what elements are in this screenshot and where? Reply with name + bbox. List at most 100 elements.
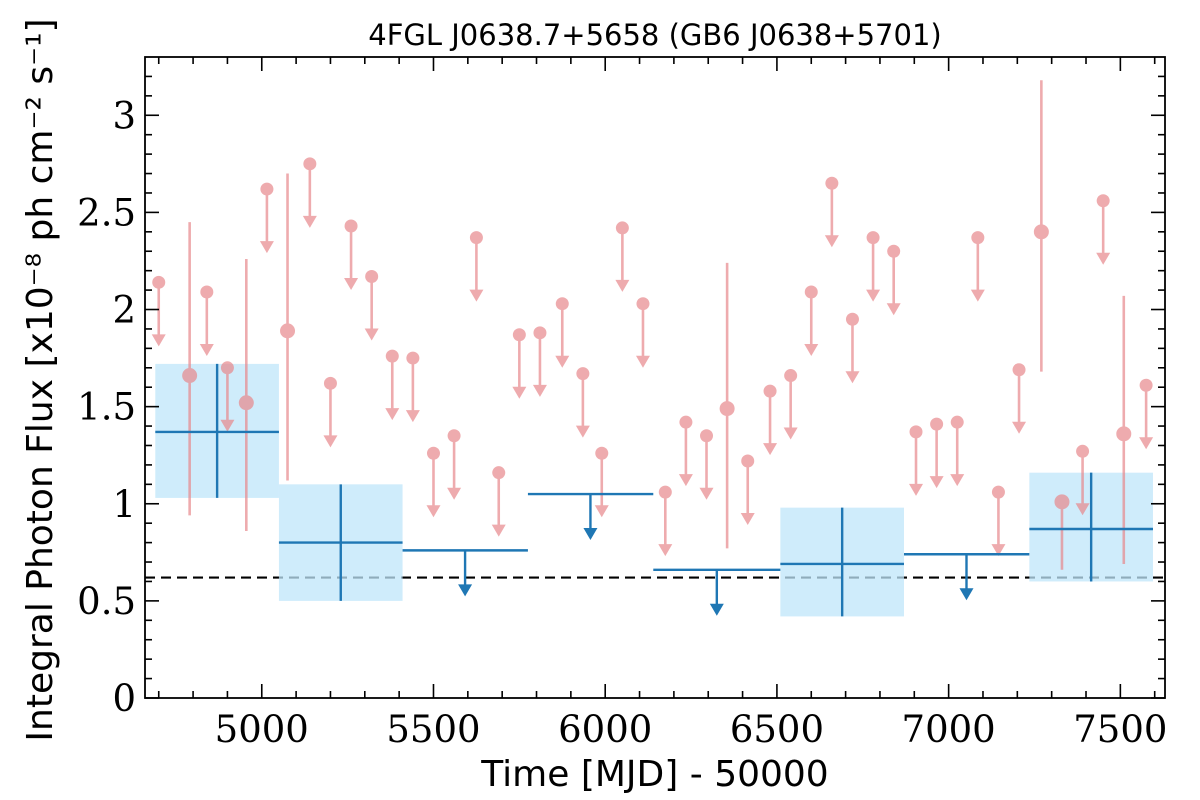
short-bin-upper-limit-29 — [845, 312, 860, 384]
short-bin-upper-limit-8 — [385, 349, 400, 421]
short-bin-upper-limit-11 — [447, 429, 462, 500]
short-bin-upper-limit-5 — [323, 376, 338, 448]
upper-limit-marker — [930, 417, 944, 431]
upper-limit-marker — [1139, 378, 1153, 392]
x-tick-label: 7000 — [902, 708, 996, 751]
upper-limit-marker — [1012, 363, 1026, 377]
upper-limit-marker — [658, 485, 672, 499]
upper-limit-arrowhead — [447, 487, 462, 500]
upper-limit-marker — [1096, 194, 1110, 208]
upper-limit-arrowhead — [929, 476, 944, 489]
detection-marker — [1033, 224, 1049, 240]
y-tick-label: 1 — [112, 483, 136, 526]
short-bin-upper-limit-15 — [532, 326, 547, 397]
x-tick-label: 7500 — [1073, 708, 1167, 751]
detection-marker — [280, 323, 296, 339]
upper-limit-marker — [303, 157, 317, 171]
long-bin-upper-limit-2 — [653, 568, 781, 616]
upper-limit-marker — [845, 312, 859, 326]
long-bin-detection-1 — [278, 484, 403, 601]
upper-limit-marker — [679, 415, 693, 429]
long-bin-detection-2 — [780, 507, 904, 617]
y-tick-label: 3 — [112, 94, 136, 137]
upper-limit-marker — [950, 415, 964, 429]
long-bin-upper-limit-3 — [903, 553, 1030, 601]
y-tick-label: 2.5 — [77, 191, 136, 234]
short-bin-upper-limit-3 — [259, 182, 274, 254]
upper-limit-marker — [804, 285, 818, 299]
upper-limit-arrowhead — [491, 524, 506, 537]
upper-limit-marker — [200, 285, 214, 299]
long-bin-upper-limit-1 — [527, 492, 654, 541]
short-bin-upper-limit-39 — [1096, 194, 1111, 265]
upper-limit-marker — [323, 376, 337, 390]
short-bin-upper-limit-4 — [302, 157, 317, 228]
long-bin-limit-arrowhead — [458, 584, 473, 597]
y-tick-label: 1.5 — [77, 386, 136, 429]
upper-limit-arrowhead — [220, 419, 235, 432]
short-bin-upper-limit-24 — [740, 454, 755, 526]
short-bin-upper-limit-40 — [1139, 378, 1154, 450]
short-bin-upper-limit-31 — [886, 244, 901, 316]
long-bin-limit-arrowhead — [583, 528, 598, 541]
short-bin-upper-limit-25 — [763, 384, 778, 456]
short-bin-detection-6 — [1116, 295, 1132, 564]
long-bin-limit-arrowhead — [709, 603, 724, 616]
upper-limit-marker — [971, 231, 985, 245]
upper-limit-arrowhead — [364, 328, 379, 341]
upper-limit-arrowhead — [991, 544, 1006, 557]
short-bin-upper-limit-18 — [594, 446, 609, 518]
upper-limit-arrowhead — [909, 483, 924, 496]
upper-limit-arrowhead — [615, 279, 630, 292]
short-bin-upper-limit-6 — [344, 219, 359, 290]
long-bins-layer — [155, 363, 1153, 617]
upper-limit-arrowhead — [555, 355, 570, 368]
short-bin-upper-limit-33 — [929, 417, 944, 489]
short-bin-upper-limit-13 — [491, 466, 506, 537]
x-tick-label: 6000 — [558, 708, 652, 751]
upper-limit-arrowhead — [866, 289, 881, 302]
upper-limit-marker — [700, 429, 714, 443]
upper-limit-marker — [426, 446, 440, 460]
upper-limit-arrowhead — [804, 344, 819, 357]
upper-limit-marker — [784, 369, 798, 383]
short-bin-detection-3 — [719, 262, 735, 549]
upper-limit-arrowhead — [950, 474, 965, 487]
upper-limit-arrowhead — [740, 513, 755, 526]
plot-frame — [144, 56, 1166, 699]
upper-limit-marker — [512, 328, 526, 342]
upper-limit-arrowhead — [1075, 503, 1090, 516]
short-bin-upper-limit-14 — [512, 328, 527, 399]
detection-marker — [238, 395, 254, 411]
short-bin-upper-limit-26 — [783, 369, 798, 440]
x-tick-label: 5500 — [386, 708, 480, 751]
x-axis-label: Time [MJD] - 50000 — [480, 754, 828, 795]
short-bin-upper-limit-23 — [699, 429, 714, 500]
detection-marker — [1116, 426, 1132, 442]
upper-limit-arrowhead — [678, 474, 693, 487]
short-bin-upper-limit-2 — [220, 361, 235, 432]
short-bin-upper-limit-30 — [866, 231, 881, 302]
short-bin-upper-limit-10 — [426, 446, 441, 518]
detection-marker — [1054, 494, 1070, 510]
upper-limit-arrowhead — [344, 277, 359, 290]
short-bin-upper-limit-27 — [804, 285, 819, 357]
upper-limit-arrowhead — [512, 386, 527, 399]
short-bin-detection-1 — [238, 259, 254, 531]
detection-marker — [182, 368, 198, 384]
upper-limit-arrowhead — [886, 303, 901, 316]
short-bin-upper-limit-1 — [199, 285, 214, 357]
upper-limit-arrowhead — [845, 371, 860, 384]
upper-limit-marker — [991, 485, 1005, 499]
short-bin-detection-5 — [1054, 494, 1070, 570]
upper-limit-marker — [615, 221, 629, 235]
short-bin-upper-limit-17 — [575, 367, 590, 438]
upper-limit-marker — [406, 351, 420, 365]
short-bin-upper-limit-37 — [1012, 363, 1027, 434]
detection-marker — [719, 401, 735, 417]
y-axis-label: Integral Photon Flux [x10⁻⁸ ph cm⁻² s⁻¹] — [20, 18, 61, 741]
short-bin-upper-limit-38 — [1075, 444, 1090, 516]
upper-limit-arrowhead — [575, 425, 590, 438]
y-tick-label: 0 — [112, 677, 136, 720]
